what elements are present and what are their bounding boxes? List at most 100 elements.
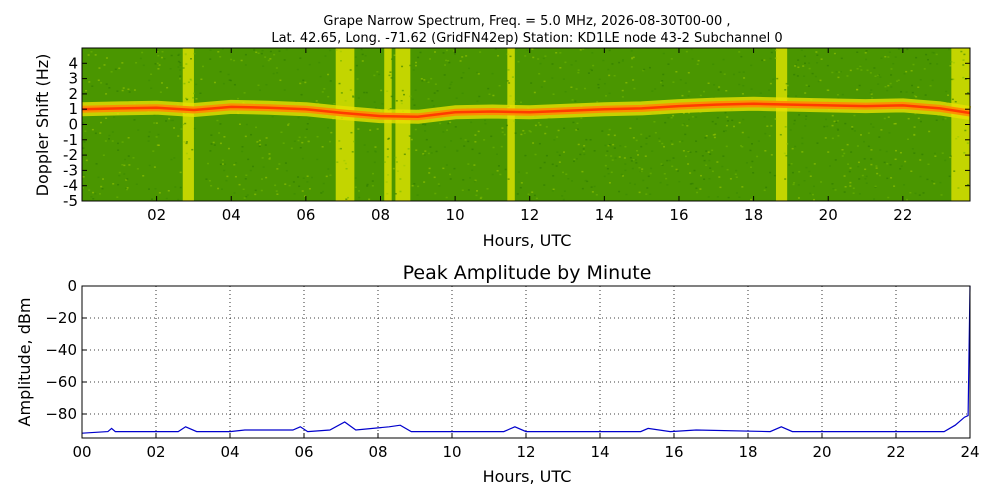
spectrogram-noise — [543, 161, 546, 164]
spectrogram-noise — [803, 179, 806, 182]
spectrogram-noise — [663, 145, 666, 148]
spectrogram-noise — [122, 87, 125, 89]
spectrogram-noise — [290, 147, 293, 150]
spectrogram-noise — [846, 143, 849, 146]
spectrogram-noise — [511, 76, 514, 78]
spectrogram-noise — [490, 135, 493, 138]
spectrogram-noise — [816, 142, 819, 144]
spectrogram-noise — [415, 149, 418, 151]
spectrogram-noise — [414, 89, 417, 91]
spectrogram-noise — [860, 134, 863, 136]
spectrogram-noise — [574, 100, 577, 102]
amplitude-title: Peak Amplitude by Minute — [403, 262, 652, 284]
spectrogram-noise — [105, 117, 108, 119]
spectrogram-noise — [190, 58, 193, 60]
spectrogram-noise — [85, 159, 88, 162]
spectrogram-noise — [551, 190, 554, 192]
amplitude-y-tick-label: −80 — [45, 405, 77, 423]
spectrogram-noise — [687, 149, 690, 152]
spectrogram-noise — [507, 178, 510, 180]
spectrogram-noise — [498, 84, 501, 87]
spectrogram-noise — [643, 68, 646, 71]
spectrogram-noise — [851, 126, 854, 128]
spectrogram-noise — [805, 166, 808, 169]
spectrogram-noise — [593, 185, 596, 188]
spectrogram-noise — [949, 155, 952, 157]
spectrogram-noise — [582, 48, 585, 50]
spectrogram-noise — [477, 130, 480, 133]
spectrogram-noise — [741, 131, 744, 134]
spectrogram-noise — [831, 124, 834, 127]
spectrogram-noise — [244, 53, 247, 56]
spectrogram-noise — [654, 88, 657, 90]
spectrogram-noise — [180, 128, 183, 130]
spectrogram-noise — [678, 180, 681, 183]
amplitude-x-label: Hours, UTC — [483, 467, 572, 486]
spectrogram-noise — [157, 68, 160, 70]
spectrogram-noise — [503, 133, 506, 136]
spectrogram-noise — [302, 79, 305, 82]
spectrogram-noise — [108, 138, 111, 140]
spectrogram-noise — [613, 134, 616, 137]
spectrogram-noise — [750, 88, 753, 90]
spectrogram-noise — [558, 154, 561, 157]
spectrogram-noise — [544, 55, 547, 57]
spectrogram-noise — [788, 164, 791, 166]
spectrogram-noise — [817, 80, 820, 83]
spectrogram-noise — [372, 172, 375, 175]
spectrogram-noise — [785, 154, 788, 157]
spectrogram-noise — [630, 50, 633, 52]
spectrogram-noise — [395, 161, 398, 163]
spectrogram-noise — [667, 117, 670, 119]
spectrogram-noise — [927, 163, 930, 165]
spectrogram-noise — [531, 191, 534, 193]
spectrogram-noise — [156, 144, 159, 146]
amplitude-x-tick-label: 08 — [368, 443, 387, 461]
amplitude-x-tick-label: 04 — [220, 443, 239, 461]
spectrogram-noise — [506, 80, 509, 82]
spectrogram-noise — [641, 168, 644, 170]
spectrogram-noise — [889, 164, 892, 166]
spectrogram-noise — [245, 174, 248, 177]
spectrogram-noise — [506, 53, 509, 55]
spectrogram-noise — [428, 172, 431, 174]
spectrogram-noise — [467, 189, 470, 191]
spectrogram-noise — [864, 168, 867, 171]
spectrogram-noise — [327, 95, 330, 98]
spectrogram-noise — [509, 55, 512, 58]
spectrogram-noise — [858, 178, 861, 180]
spectrogram-noise — [228, 79, 231, 81]
spectrogram-noise — [479, 51, 482, 53]
spectrogram-noise — [890, 74, 893, 76]
spectrogram-noise — [928, 130, 931, 133]
spectrogram-noise — [88, 189, 91, 191]
spectrogram-noise — [235, 162, 238, 164]
spectrogram-noise — [595, 194, 598, 196]
spectrogram-noise — [229, 79, 232, 82]
spectrogram-background — [82, 48, 970, 201]
spectrogram-noise — [727, 196, 730, 199]
spectrogram-noise — [606, 150, 609, 152]
spectrogram-noise — [474, 134, 477, 136]
spectrogram-noise — [388, 74, 391, 77]
spectrogram-noise — [514, 132, 517, 134]
spectrogram-noise — [374, 146, 377, 148]
spectrogram-noise — [582, 148, 585, 150]
spectrogram-noise — [870, 163, 873, 166]
spectrogram-noise — [833, 52, 836, 55]
spectrogram-noise — [98, 193, 101, 195]
spectrogram-noise — [483, 119, 486, 122]
spectrogram-noise — [841, 93, 844, 96]
spectrogram-noise — [849, 181, 852, 184]
spectrogram-noise — [234, 175, 237, 178]
spectrogram-noise — [538, 72, 541, 75]
spectrogram-noise — [602, 59, 605, 62]
spectrogram-noise — [419, 51, 422, 54]
spectrogram-noise — [185, 141, 188, 143]
spectrogram-noise — [117, 183, 120, 186]
spectrogram-noise — [857, 161, 860, 164]
spectrogram-noise — [496, 170, 499, 172]
spectrogram-noise — [695, 187, 698, 190]
spectrogram-noise — [562, 78, 565, 80]
spectrogram-noise — [427, 98, 430, 100]
